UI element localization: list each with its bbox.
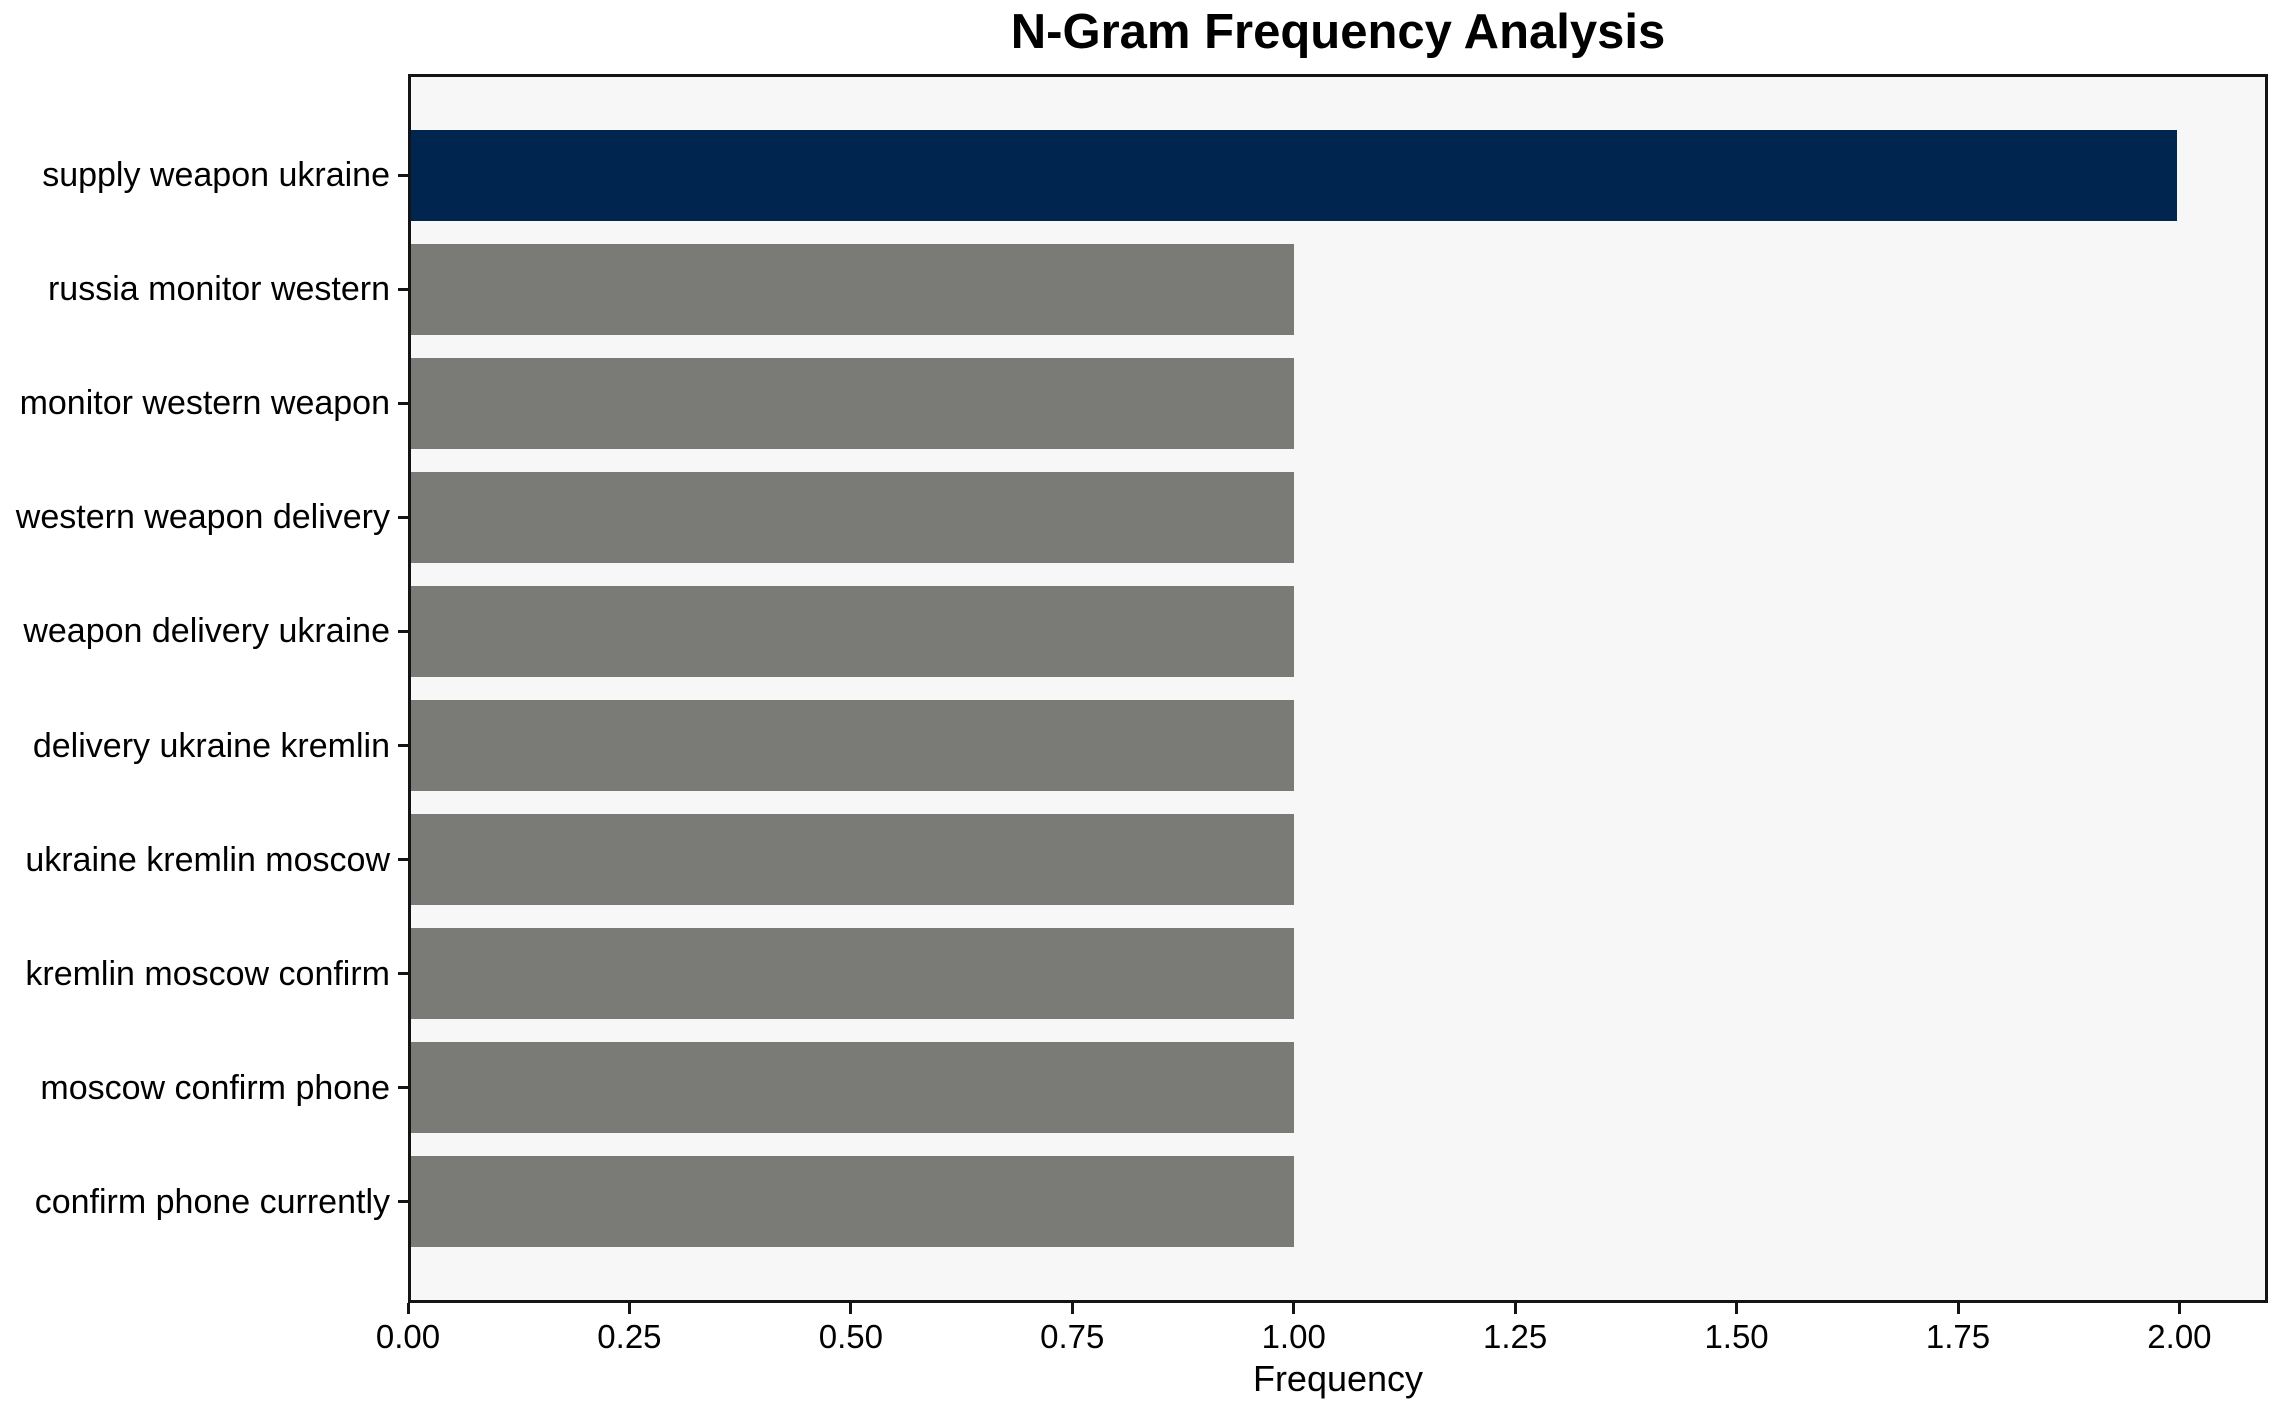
x-tick-label: 0.25 [597,1318,662,1355]
y-tick-label: confirm phone currently [34,1182,390,1221]
bar [411,585,1294,678]
plot-area [408,74,2268,1303]
y-tick [398,744,408,747]
y-tick-label: moscow confirm phone [40,1068,390,1107]
bar [411,1041,1294,1134]
x-tick [849,1303,853,1314]
x-tick-label: 2.00 [2147,1318,2212,1355]
bar [411,699,1294,792]
x-tick [2177,1303,2181,1314]
y-tick-label: kremlin moscow confirm [25,954,390,993]
bar [411,357,1294,450]
x-tick [1070,1303,1074,1314]
y-tick [398,858,408,861]
x-tick-label: 1.75 [1925,1318,1991,1355]
y-tick [398,629,408,633]
y-tick [398,287,408,291]
x-tick [1292,1303,1296,1314]
y-tick-label: ukraine kremlin moscow [25,840,390,879]
bar [411,471,1294,564]
x-axis-label: Frequency [1252,1358,1424,1399]
y-tick [398,1200,408,1204]
x-tick [1956,1303,1960,1314]
x-tick-label: 0.50 [818,1318,883,1355]
x-tick-label: 1.00 [1261,1318,1326,1355]
x-tick-label: 1.25 [1483,1318,1548,1355]
y-tick [398,173,408,177]
bar [411,243,1294,336]
bar [411,1155,1294,1248]
y-tick-label: delivery ukraine kremlin [32,726,390,765]
y-tick-label: weapon delivery ukraine [23,612,390,651]
x-tick-label: 0.75 [1040,1318,1105,1355]
y-tick [398,972,408,976]
chart-title: N-Gram Frequency Analysis [1010,5,1666,59]
y-tick [398,1086,408,1090]
bar [411,927,1294,1020]
x-tick [406,1303,410,1314]
x-tick-label: 1.50 [1704,1318,1769,1355]
y-tick [398,515,408,519]
x-tick [1735,1303,1739,1314]
y-tick-label: russia monitor western [47,270,390,309]
y-tick-label: supply weapon ukraine [42,156,390,195]
x-tick [1513,1303,1517,1314]
bar [411,129,2177,222]
y-tick-label: western weapon delivery [15,498,390,537]
y-tick [398,401,408,405]
x-tick-label: 0.00 [375,1318,441,1355]
x-tick [627,1303,631,1314]
bar [411,813,1294,906]
y-tick-label: monitor western weapon [19,384,390,423]
